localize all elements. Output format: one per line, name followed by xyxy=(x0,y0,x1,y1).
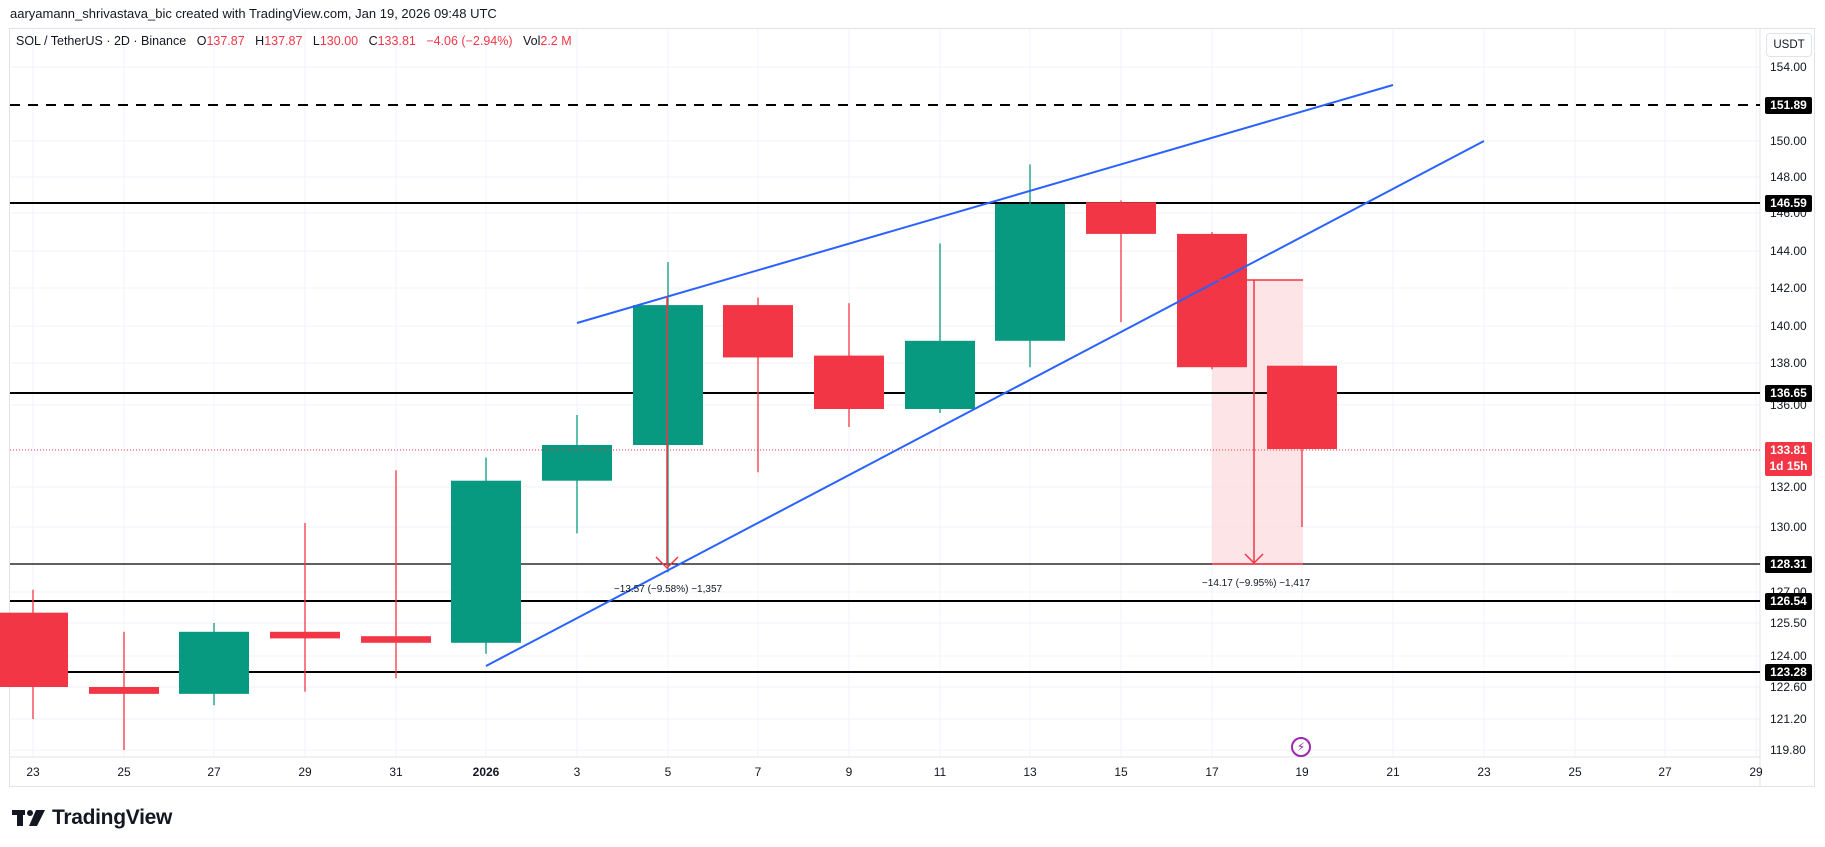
close-value: 133.81 xyxy=(377,34,416,48)
level-price-tag: 146.59 xyxy=(1765,195,1812,212)
candle xyxy=(1086,202,1156,234)
time-tick: 2026 xyxy=(472,765,500,779)
time-tick: 25 xyxy=(1568,765,1582,779)
level-price-tag: 136.65 xyxy=(1765,385,1812,402)
price-tick: 122.60 xyxy=(1770,680,1807,694)
candle xyxy=(179,631,249,694)
candle xyxy=(361,636,431,643)
price-tick: 130.00 xyxy=(1770,520,1807,534)
candles xyxy=(0,164,1337,750)
time-tick: 3 xyxy=(573,765,581,779)
time-tick: 5 xyxy=(664,765,672,779)
price-tick: 124.00 xyxy=(1770,649,1807,663)
time-tick: 11 xyxy=(933,765,947,779)
time-tick: 21 xyxy=(1386,765,1400,779)
high-value: 137.87 xyxy=(264,34,303,48)
candle xyxy=(270,631,340,639)
chart-credit: aaryamann_shrivastava_bic created with T… xyxy=(10,6,497,21)
price-tick: 125.50 xyxy=(1770,616,1807,630)
price-tick: 154.00 xyxy=(1770,60,1807,74)
price-tick: 148.00 xyxy=(1770,170,1807,184)
time-tick: 29 xyxy=(1749,765,1763,779)
price-tick: 150.00 xyxy=(1770,134,1807,148)
price-tick: 140.00 xyxy=(1770,319,1807,333)
time-tick: 17 xyxy=(1205,765,1219,779)
open-value: 137.87 xyxy=(206,34,245,48)
level-price-tag: 123.28 xyxy=(1765,664,1812,681)
symbol-name: SOL / TetherUS · 2D · Binance xyxy=(16,34,187,48)
candle xyxy=(1177,233,1247,368)
tradingview-logo: TradingView xyxy=(12,806,172,830)
time-tick: 13 xyxy=(1023,765,1037,779)
lower-trendline xyxy=(485,140,1485,667)
chart-frame xyxy=(9,28,1815,787)
time-tick: 9 xyxy=(845,765,853,779)
time-tick: 25 xyxy=(117,765,131,779)
candle xyxy=(451,480,521,643)
price-tick: 142.00 xyxy=(1770,281,1807,295)
time-tick: 23 xyxy=(26,765,40,779)
level-price-tag: 128.31 xyxy=(1765,556,1812,573)
price-tick: 132.00 xyxy=(1770,480,1807,494)
time-tick: 29 xyxy=(298,765,312,779)
candle xyxy=(89,687,159,694)
price-tick: 119.80 xyxy=(1770,743,1806,757)
candle xyxy=(814,355,884,409)
volume-value: 2.2 M xyxy=(540,34,572,48)
time-tick: 27 xyxy=(1658,765,1672,779)
time-tick: 23 xyxy=(1477,765,1491,779)
candle xyxy=(633,305,703,445)
last-price-tag: 133.81 1d 15h xyxy=(1765,442,1812,476)
candle xyxy=(905,340,975,409)
level-price-tag: 151.89 xyxy=(1765,97,1812,114)
upper-trendline xyxy=(576,84,1394,324)
low-value: 130.00 xyxy=(319,34,359,48)
candle xyxy=(723,305,793,358)
measure-label: −13.57 (−9.58%) −1,357 xyxy=(613,584,723,595)
time-tick: 31 xyxy=(389,765,403,779)
time-tick: 27 xyxy=(207,765,221,779)
candle xyxy=(542,445,612,481)
price-tick: 144.00 xyxy=(1770,244,1807,258)
price-tick: 138.00 xyxy=(1770,356,1807,370)
level-price-tag: 126.54 xyxy=(1765,593,1812,610)
lightning-event-icon[interactable]: ⚡ xyxy=(1291,737,1311,757)
change-value: −4.06 (−2.94%) xyxy=(426,34,513,48)
horizontal-levels xyxy=(10,104,1760,673)
currency-unit-button[interactable]: USDT xyxy=(1766,33,1812,57)
measure-label: −14.17 (−9.95%) −1,417 xyxy=(1201,578,1311,589)
time-tick: 19 xyxy=(1295,765,1309,779)
symbol-legend: SOL / TetherUS · 2D · Binance O137.87 H1… xyxy=(16,34,572,48)
time-tick: 15 xyxy=(1114,765,1128,779)
price-tick: 121.20 xyxy=(1770,712,1807,726)
time-tick: 7 xyxy=(754,765,762,779)
tv-logo-icon xyxy=(12,810,45,826)
candle xyxy=(995,204,1065,341)
candle xyxy=(0,612,68,687)
candle xyxy=(1267,365,1337,449)
